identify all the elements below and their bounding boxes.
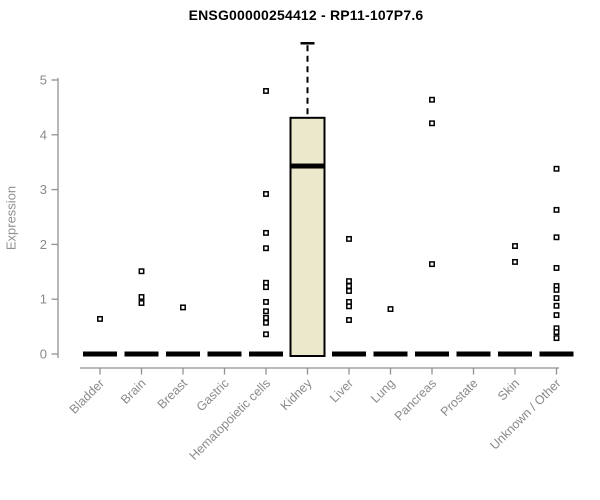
x-category-label: Lung bbox=[368, 376, 398, 406]
outlier-point bbox=[138, 300, 145, 306]
box bbox=[289, 116, 326, 357]
outlier-point bbox=[263, 319, 269, 326]
outlier-point bbox=[512, 243, 518, 249]
outlier-point bbox=[429, 96, 435, 103]
zero-bar bbox=[83, 351, 117, 357]
outlier-point bbox=[138, 294, 145, 300]
y-tick-label: 3 bbox=[40, 182, 47, 197]
outlier-point bbox=[553, 302, 560, 309]
x-category-label: Kidney bbox=[278, 376, 315, 413]
y-tick-label: 2 bbox=[40, 237, 47, 252]
outlier-point bbox=[346, 235, 352, 242]
outlier-point bbox=[387, 306, 394, 313]
outlier-point bbox=[429, 261, 435, 268]
zero-bar bbox=[373, 351, 408, 357]
outlier-point bbox=[346, 283, 352, 289]
outlier-point bbox=[346, 317, 352, 323]
zero-bar bbox=[332, 351, 366, 357]
outlier-point bbox=[553, 265, 560, 271]
x-category-label: Pancreas bbox=[392, 376, 439, 423]
outlier-point bbox=[180, 304, 186, 311]
zero-bar bbox=[166, 351, 200, 357]
outlier-point bbox=[346, 278, 352, 285]
y-tick-label: 0 bbox=[40, 347, 47, 362]
zero-bar bbox=[124, 351, 159, 357]
x-category-label: Unknown / Other bbox=[487, 376, 563, 452]
x-category-label: Brain bbox=[118, 376, 149, 407]
y-tick-label: 5 bbox=[40, 73, 47, 88]
outlier-point bbox=[553, 286, 560, 293]
zero-bar bbox=[415, 351, 449, 357]
x-category-label: Hematopoietic cells bbox=[187, 376, 274, 463]
outlier-point bbox=[553, 234, 560, 241]
outlier-point bbox=[263, 298, 269, 305]
outlier-point bbox=[263, 284, 269, 291]
x-category-label: Skin bbox=[495, 376, 522, 403]
outlier-point bbox=[553, 329, 560, 336]
outlier-point bbox=[346, 303, 352, 310]
zero-bar bbox=[456, 351, 491, 357]
x-category-label: Liver bbox=[327, 376, 356, 405]
outlier-point bbox=[553, 335, 560, 342]
outlier-point bbox=[429, 120, 435, 127]
outlier-point bbox=[263, 191, 269, 197]
outlier-point bbox=[97, 315, 103, 322]
outlier-point bbox=[553, 165, 560, 172]
x-category-label: Prostate bbox=[438, 376, 481, 419]
outlier-point bbox=[346, 288, 352, 294]
outlier-point bbox=[263, 308, 269, 315]
outlier-point bbox=[263, 88, 269, 94]
zero-bar bbox=[249, 351, 283, 357]
outlier-point bbox=[263, 314, 269, 321]
outlier-point bbox=[512, 258, 518, 265]
outlier-point bbox=[553, 206, 560, 213]
outlier-point bbox=[263, 229, 269, 236]
y-tick-label: 4 bbox=[40, 127, 47, 142]
chart-title: ENSG00000254412 - RP11-107P7.6 bbox=[188, 7, 424, 23]
zero-bar bbox=[207, 351, 242, 357]
x-category-label: Bladder bbox=[67, 376, 107, 416]
outlier-point bbox=[553, 312, 560, 319]
zero-bar bbox=[498, 351, 532, 357]
outlier-point bbox=[263, 245, 269, 252]
x-category-label: Breast bbox=[155, 376, 191, 412]
y-tick-label: 1 bbox=[40, 292, 47, 307]
outlier-point bbox=[263, 331, 269, 338]
outlier-point bbox=[553, 295, 560, 302]
median-line bbox=[290, 163, 325, 169]
x-category-label: Gastric bbox=[194, 376, 232, 414]
zero-bar bbox=[539, 351, 574, 357]
outlier-point bbox=[138, 268, 145, 275]
